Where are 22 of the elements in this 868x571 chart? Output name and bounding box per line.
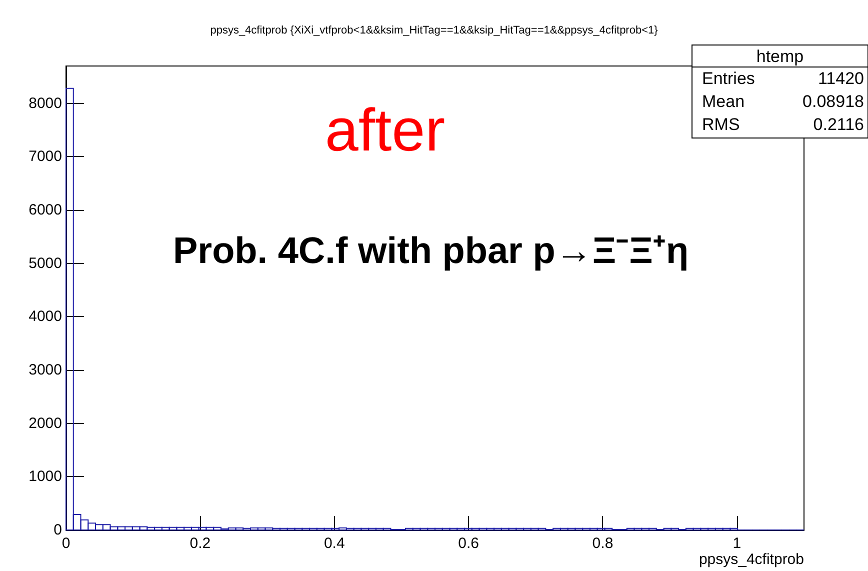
text: Mean 0.08918 [702, 92, 864, 111]
y-tick-label: 6000 [28, 202, 62, 218]
x-tick-label: 0.2 [190, 535, 211, 552]
text: Entries 11420 [702, 69, 864, 88]
annotation: Prob. 4C.f with pbar p→Ξ⁻Ξ⁺η [173, 230, 689, 271]
y-tick-label: 1000 [28, 468, 62, 486]
annotation: after [325, 96, 446, 164]
y-tick-label: 0 [54, 522, 62, 538]
y-tick-label: 7000 [28, 148, 62, 166]
y-tick-label: 3000 [28, 362, 62, 378]
y-tick-label: 5000 [28, 254, 62, 272]
x-tick-label: 0.6 [458, 535, 479, 552]
x-tick-label: 0.4 [324, 535, 345, 552]
text: RMS 0.2116 [702, 115, 864, 134]
y-tick-label: 2000 [28, 414, 62, 432]
annotation: htemp [756, 47, 804, 66]
x-tick-label: 0.8 [592, 535, 614, 552]
y-tick-label: 8000 [28, 94, 62, 112]
x-axis-title: ppsys_4cfitprob [698, 551, 804, 568]
x-tick-label: 1 [732, 535, 742, 552]
y-tick-label: 4000 [28, 308, 62, 326]
chart-title: ppsys_4cfitprob {XiXi_vtfprob<1&&ksim_HitTag==1&&ksip_HitTag==1&&ppsys_4cfitprob<1} [210, 24, 658, 36]
